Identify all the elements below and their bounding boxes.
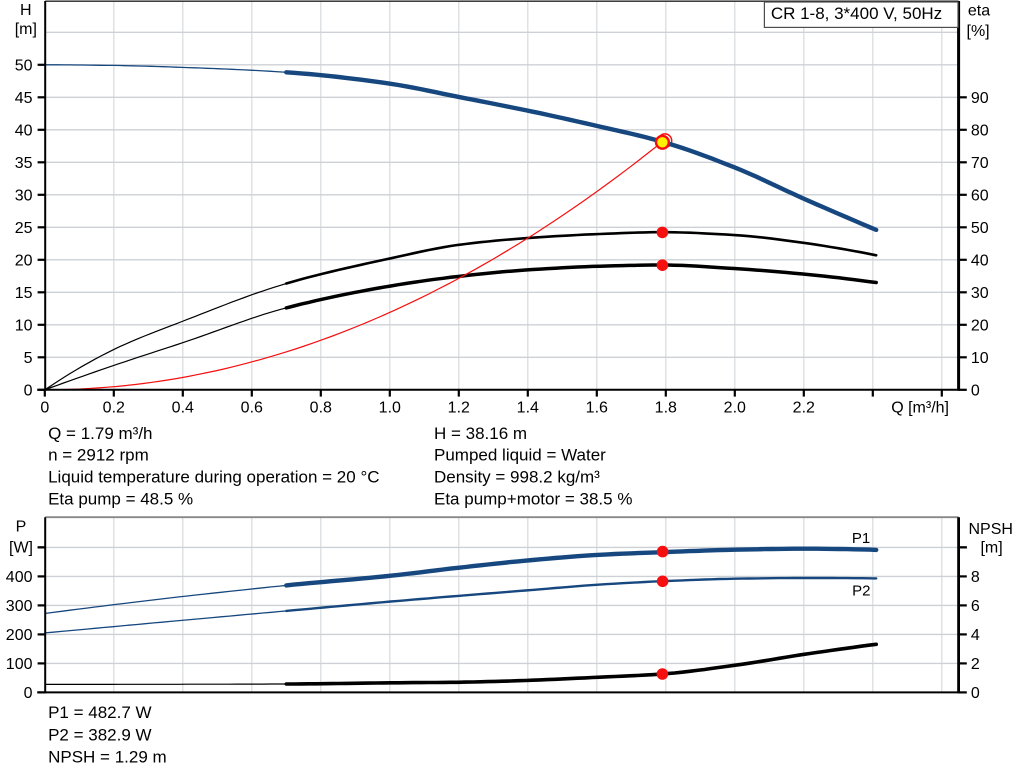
svg-text:H = 38.16 m: H = 38.16 m — [434, 424, 527, 443]
svg-text:80: 80 — [971, 122, 989, 139]
svg-text:1.8: 1.8 — [655, 399, 677, 416]
svg-text:P1: P1 — [852, 530, 870, 547]
svg-text:1.6: 1.6 — [586, 399, 608, 416]
svg-text:NPSH = 1.29 m: NPSH = 1.29 m — [48, 747, 167, 766]
svg-text:0: 0 — [971, 685, 980, 702]
svg-text:1.4: 1.4 — [517, 399, 539, 416]
svg-text:[m]: [m] — [15, 21, 37, 38]
svg-text:300: 300 — [6, 598, 33, 615]
svg-text:2.0: 2.0 — [724, 399, 746, 416]
svg-text:Q = 1.79 m³/h: Q = 1.79 m³/h — [48, 424, 152, 443]
svg-text:0: 0 — [40, 399, 49, 416]
svg-text:Liquid temperature during oper: Liquid temperature during operation = 20… — [48, 468, 379, 487]
svg-text:0.4: 0.4 — [172, 399, 194, 416]
svg-text:400: 400 — [6, 569, 33, 586]
svg-text:P2 = 382.9 W: P2 = 382.9 W — [48, 725, 151, 744]
svg-text:Eta pump+motor = 38.5 %: Eta pump+motor = 38.5 % — [434, 489, 632, 508]
svg-text:[m]: [m] — [980, 540, 1002, 557]
svg-text:2.2: 2.2 — [793, 399, 815, 416]
svg-text:0.2: 0.2 — [103, 399, 125, 416]
svg-text:0: 0 — [24, 382, 33, 399]
svg-text:50: 50 — [15, 57, 33, 74]
svg-text:Density = 998.2 kg/m³: Density = 998.2 kg/m³ — [434, 468, 600, 487]
svg-text:eta: eta — [968, 2, 990, 19]
svg-text:100: 100 — [6, 656, 33, 673]
svg-text:1.2: 1.2 — [448, 399, 470, 416]
svg-text:10: 10 — [15, 317, 33, 334]
svg-text:[%]: [%] — [967, 23, 990, 40]
svg-text:H: H — [20, 2, 32, 19]
svg-text:35: 35 — [15, 155, 33, 172]
svg-text:0: 0 — [24, 685, 33, 702]
svg-text:n = 2912 rpm: n = 2912 rpm — [48, 446, 149, 465]
svg-text:Eta pump = 48.5 %: Eta pump = 48.5 % — [48, 489, 193, 508]
svg-text:P1 = 482.7 W: P1 = 482.7 W — [48, 703, 151, 722]
svg-text:50: 50 — [971, 220, 989, 237]
svg-text:40: 40 — [971, 252, 989, 269]
svg-text:90: 90 — [971, 90, 989, 107]
svg-text:8: 8 — [971, 569, 980, 586]
svg-text:200: 200 — [6, 627, 33, 644]
svg-text:CR 1-8, 3*400 V, 50Hz: CR 1-8, 3*400 V, 50Hz — [771, 4, 942, 23]
svg-text:40: 40 — [15, 122, 33, 139]
svg-text:Pumped liquid = Water: Pumped liquid = Water — [434, 446, 606, 465]
svg-text:10: 10 — [971, 350, 989, 367]
svg-text:45: 45 — [15, 90, 33, 107]
svg-text:6: 6 — [971, 598, 980, 615]
svg-text:5: 5 — [24, 350, 33, 367]
svg-text:60: 60 — [971, 187, 989, 204]
svg-text:P2: P2 — [852, 583, 870, 600]
svg-text:70: 70 — [971, 155, 989, 172]
svg-text:[W]: [W] — [9, 540, 33, 557]
svg-text:20: 20 — [971, 317, 989, 334]
svg-text:2: 2 — [971, 656, 980, 673]
svg-text:0: 0 — [971, 382, 980, 399]
svg-text:30: 30 — [971, 285, 989, 302]
svg-text:0.8: 0.8 — [310, 399, 332, 416]
svg-text:30: 30 — [15, 187, 33, 204]
svg-text:20: 20 — [15, 252, 33, 269]
svg-text:15: 15 — [15, 285, 33, 302]
svg-text:P: P — [16, 518, 27, 535]
svg-text:1.0: 1.0 — [379, 399, 401, 416]
svg-text:Q [m³/h]: Q [m³/h] — [891, 399, 949, 416]
svg-text:NPSH: NPSH — [969, 521, 1013, 538]
svg-text:25: 25 — [15, 220, 33, 237]
svg-text:0.6: 0.6 — [241, 399, 263, 416]
svg-text:4: 4 — [971, 627, 980, 644]
